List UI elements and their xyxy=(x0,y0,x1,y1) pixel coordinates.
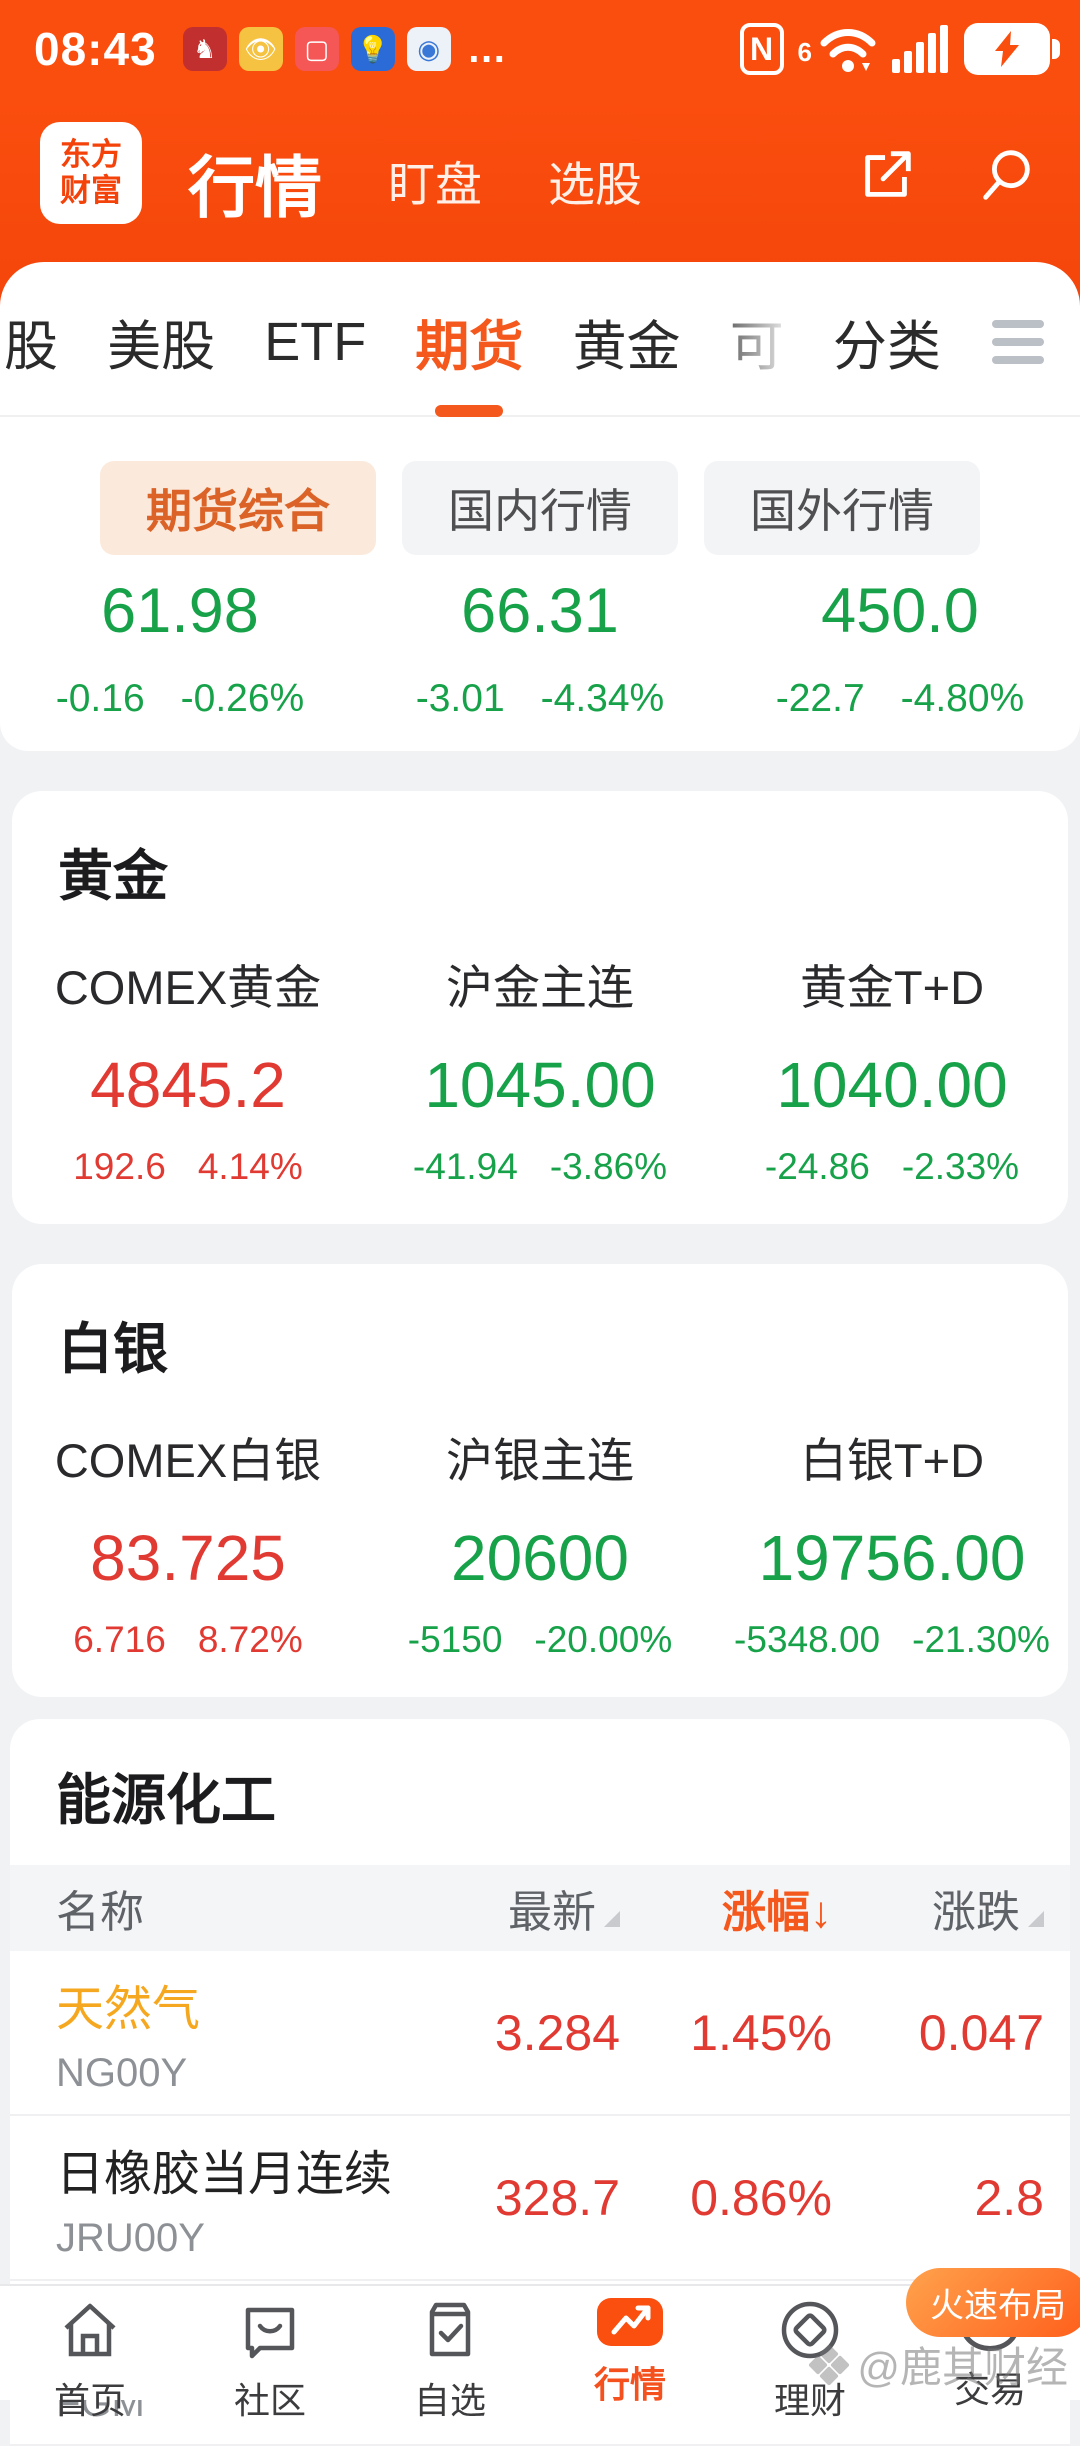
pct-change: 1.45% xyxy=(690,2004,832,2061)
nav-quotes-active[interactable]: 行情 xyxy=(540,2286,720,2405)
diamond-coin-icon xyxy=(777,2298,843,2362)
tab-etf[interactable]: ETF xyxy=(264,311,367,372)
col-name[interactable]: 名称 xyxy=(56,1888,144,1937)
col-pct-sorted[interactable]: 涨幅↓ xyxy=(722,1888,832,1937)
quote-change: -0.16 xyxy=(55,677,145,720)
silver-section: 白银 COMEX白银 83.725 6.716 8.72% 沪银主连 20600… xyxy=(12,1264,1068,1697)
eastmoney-logo: 东方 财富 xyxy=(40,122,142,224)
menu-stockpick[interactable]: 选股 xyxy=(548,158,642,211)
quote-tile-comex-gold[interactable]: COMEX黄金 4845.2 192.6 4.14% xyxy=(54,961,322,1187)
promo-badge: 火速布局 xyxy=(906,2268,1080,2337)
nav-wealth[interactable]: 理财 xyxy=(720,2286,900,2421)
subtab-domestic[interactable]: 国内行情 xyxy=(402,461,678,555)
tab-gold[interactable]: 黄金 xyxy=(572,317,681,377)
quote-tile[interactable]: 450.0 -22.7 -4.80% xyxy=(720,575,1080,721)
status-bar: 08:43 ♞ 👁 ▢ 💡 ◉ … N 6 xyxy=(0,0,1080,92)
quote-pct: -4.80% xyxy=(900,677,1025,720)
battery-icon xyxy=(964,23,1060,75)
gold-section: 黄金 COMEX黄金 4845.2 192.6 4.14% 沪金主连 1045.… xyxy=(12,791,1068,1224)
quote-pct: -4.34% xyxy=(540,677,665,720)
bulb-icon: 💡 xyxy=(350,27,395,71)
tab-hk-stocks-partial[interactable]: 股 xyxy=(4,317,58,377)
nav-home[interactable]: 首页 xyxy=(0,2286,180,2421)
signal-icon xyxy=(892,25,948,73)
quote-tile[interactable]: 66.31 -3.01 -4.34% xyxy=(360,575,720,721)
table-row[interactable]: 日橡胶当月连续 JRU00Y 328.7 0.86% 2.8 xyxy=(10,2116,1070,2281)
nav-watchlist[interactable]: 自选 xyxy=(360,2286,540,2421)
tab-us-stocks[interactable]: 美股 xyxy=(107,317,216,377)
nav-community[interactable]: 社区 xyxy=(180,2286,360,2421)
toutiao-icon: ♞ xyxy=(182,27,227,71)
section-title: 白银 xyxy=(58,1318,169,1380)
quote-strip: 61.98 -0.16 -0.26% 66.31 -3.01 -4.34% 45… xyxy=(0,575,1080,721)
more-notifications-icon: … xyxy=(466,26,510,71)
nav-trade[interactable]: 火速布局 ¥ 交易 xyxy=(900,2268,1080,2410)
instrument-code: JRU00Y xyxy=(56,2216,205,2260)
search-icon[interactable] xyxy=(976,144,1038,206)
quote-tile[interactable]: 61.98 -0.16 -0.26% xyxy=(0,575,360,721)
weibo-icon: 👁 xyxy=(238,27,283,71)
abs-change: 0.047 xyxy=(918,2004,1044,2061)
network-6-label: 6 xyxy=(797,37,812,67)
tab-futures[interactable]: 期货 xyxy=(415,302,523,381)
tab-convertible-partial[interactable]: 可 xyxy=(730,302,784,381)
market-tabbar: 股 美股 ETF 期货 黄金 可 分类 xyxy=(0,262,1080,417)
col-chg[interactable]: 涨跌 xyxy=(832,1876,1044,1940)
quote-pct: -0.26% xyxy=(180,677,305,720)
table-row[interactable]: 天然气 NG00Y 3.284 1.45% 0.047 xyxy=(10,1951,1070,2116)
tab-category[interactable]: 分类 xyxy=(832,317,941,377)
instrument-name: 日橡胶当月连续 xyxy=(56,2148,393,2201)
notification-icons: ♞ 👁 ▢ 💡 ◉ … xyxy=(182,26,510,72)
quote-change: -22.7 xyxy=(775,677,865,720)
red-square-icon: ▢ xyxy=(294,27,339,71)
col-last[interactable]: 最新 xyxy=(408,1876,620,1940)
section-title: 黄金 xyxy=(58,845,169,907)
quote-value: 61.98 xyxy=(101,576,259,646)
quote-tile-shfe-silver[interactable]: 沪银主连 20600 -5150 -20.00% xyxy=(407,1434,673,1660)
tab-menu-icon[interactable] xyxy=(990,314,1046,370)
quote-value: 66.31 xyxy=(461,576,619,646)
share-icon[interactable] xyxy=(856,144,918,206)
checklist-icon xyxy=(417,2298,483,2362)
sort-triangle-icon xyxy=(1028,1911,1044,1927)
instrument-code: NG00Y xyxy=(56,2051,188,2095)
menu-watchboard[interactable]: 盯盘 xyxy=(388,158,482,211)
market-sheet: 股 美股 ETF 期货 黄金 可 分类 期货综合 国内行情 国外行情 61.98… xyxy=(0,262,1080,751)
futures-subtabs: 期货综合 国内行情 国外行情 xyxy=(100,461,1080,555)
pct-change: 0.86% xyxy=(690,2169,832,2226)
bottom-nav: 首页 社区 自选 行情 xyxy=(0,2268,1080,2421)
quote-tile-shfe-gold[interactable]: 沪金主连 1045.00 -41.94 -3.86% xyxy=(412,961,668,1187)
quote-change: -3.01 xyxy=(415,677,505,720)
instrument-name: 天然气 xyxy=(56,1983,201,2036)
section-title: 能源化工 xyxy=(56,1769,277,1831)
subtab-foreign[interactable]: 国外行情 xyxy=(704,461,980,555)
chat-bubble-icon xyxy=(237,2298,303,2362)
subtab-futures-composite[interactable]: 期货综合 xyxy=(100,461,376,555)
quote-tile-silver-td[interactable]: 白银T+D 19756.00 -5348.00 -21.30% xyxy=(734,1434,1050,1660)
abs-change: 2.8 xyxy=(974,2169,1044,2226)
quote-tile-comex-silver[interactable]: COMEX白银 83.725 6.716 8.72% xyxy=(54,1434,322,1660)
chart-line-icon xyxy=(597,2298,663,2346)
sort-down-arrow-icon: ↓ xyxy=(810,1888,832,1937)
home-icon xyxy=(57,2298,123,2362)
quote-value: 450.0 xyxy=(821,576,979,646)
sort-triangle-icon xyxy=(604,1911,620,1927)
status-right-cluster: N 6 xyxy=(739,23,1060,75)
clock: 08:43 xyxy=(34,23,157,75)
last-price: 3.284 xyxy=(494,2004,620,2061)
quote-tile-gold-td[interactable]: 黄金T+D 1040.00 -24.86 -2.33% xyxy=(764,961,1020,1187)
nfc-icon: N xyxy=(739,23,784,75)
page-title: 行情 xyxy=(188,151,322,226)
last-price: 328.7 xyxy=(494,2169,620,2226)
browser-icon: ◉ xyxy=(406,27,451,71)
wifi-icon xyxy=(820,29,876,72)
table-header: 名称 最新 涨幅↓ 涨跌 xyxy=(10,1865,1070,1951)
